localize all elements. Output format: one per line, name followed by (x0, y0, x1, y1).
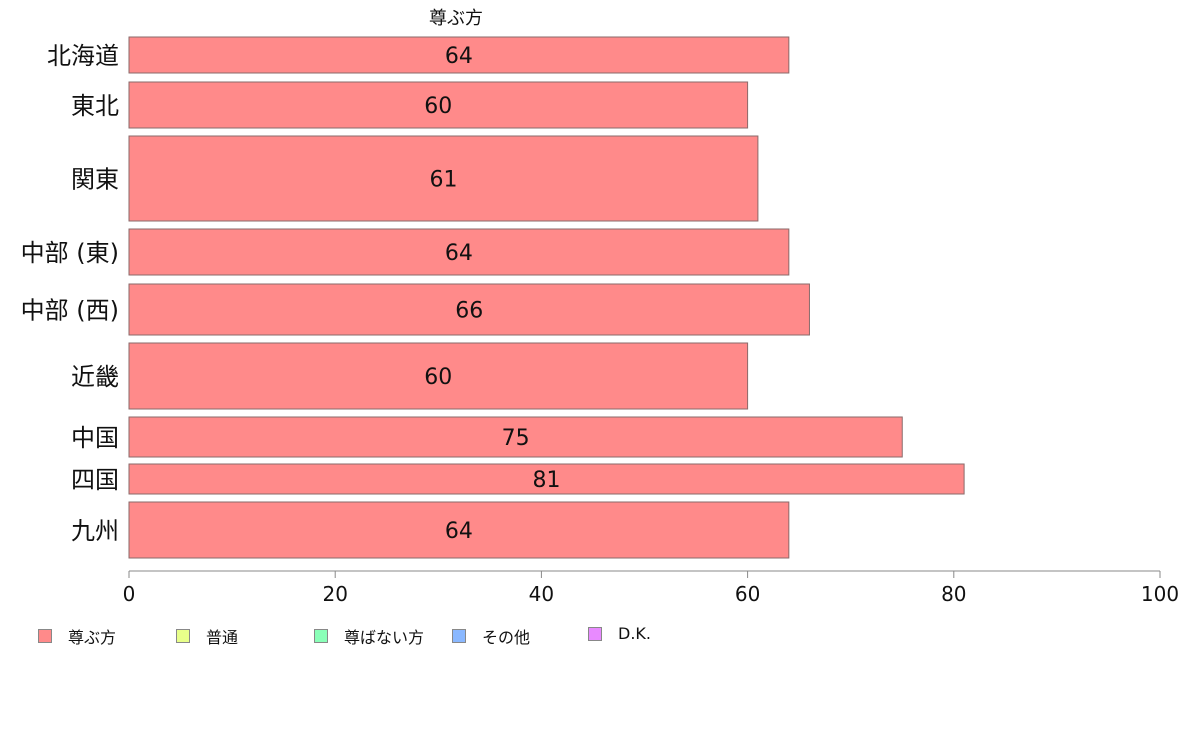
category-label: 九州 (71, 517, 119, 545)
legend-swatch (314, 629, 328, 643)
category-label: 近畿 (71, 363, 119, 391)
bar-4 (128, 283, 810, 336)
category-label: 中部 (西) (21, 297, 119, 325)
bar-value-label: 75 (502, 426, 530, 451)
bar-value-label: 64 (445, 519, 473, 544)
x-tick-label: 100 (1141, 582, 1179, 606)
bar-8 (128, 501, 790, 559)
x-axis: 0 20 40 60 80 100 (123, 570, 1179, 606)
legend-swatch (176, 629, 190, 643)
x-tick-label: 60 (735, 582, 760, 606)
legend-label: その他 (482, 628, 531, 647)
x-tick-label: 20 (322, 582, 347, 606)
bar-value-label: 64 (445, 44, 473, 69)
legend-swatch (452, 629, 466, 643)
legend-swatch (38, 629, 52, 643)
x-tick-label: 40 (529, 582, 554, 606)
legend-label: 普通 (206, 628, 239, 647)
x-tick-label: 0 (123, 582, 136, 606)
category-label: 中国 (71, 424, 119, 452)
chart-title: 尊ぶ方 (429, 8, 483, 29)
bar-5 (128, 342, 749, 410)
legend-label: D.K. (618, 624, 651, 643)
legend-item: 尊ぶ方 (38, 624, 116, 648)
bar-2 (128, 135, 759, 222)
bar-value-label: 61 (429, 168, 457, 193)
legend-swatch (588, 626, 602, 641)
category-label: 関東 (71, 166, 119, 194)
bar-3 (128, 228, 790, 276)
bar-6 (128, 416, 903, 458)
x-tick-label: 80 (941, 582, 966, 606)
bar-value-label: 60 (424, 365, 452, 390)
bar-7 (128, 463, 965, 495)
bar-0 (128, 36, 790, 74)
legend-label: 尊ぶ方 (68, 628, 117, 647)
legend-item: 尊ばない方 (314, 624, 424, 648)
category-label: 中部 (東) (21, 239, 119, 267)
bar-value-label: 81 (533, 468, 561, 493)
bar-1 (128, 81, 749, 129)
bars-group (128, 36, 965, 559)
legend-item: その他 (452, 624, 530, 648)
category-label: 東北 (71, 92, 119, 120)
category-label: 北海道 (47, 42, 119, 70)
bar-value-label: 60 (424, 94, 452, 119)
legend-item: D.K. (588, 624, 651, 643)
category-label: 四国 (71, 466, 119, 494)
bar-value-label: 66 (455, 299, 483, 324)
bar-value-label: 64 (445, 241, 473, 266)
legend-item: 普通 (176, 624, 238, 648)
legend-label: 尊ばない方 (344, 628, 425, 647)
